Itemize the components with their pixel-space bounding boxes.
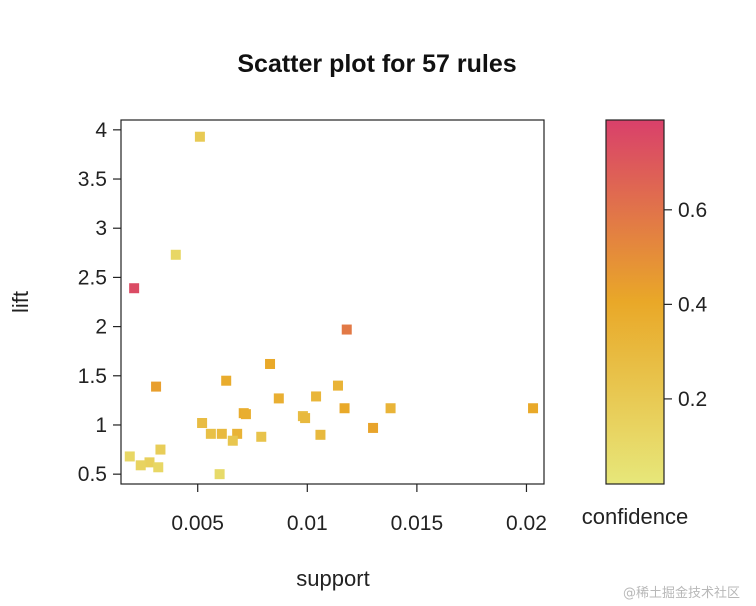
data-point bbox=[315, 429, 326, 440]
data-point bbox=[300, 413, 311, 424]
plot-area bbox=[120, 119, 545, 485]
data-point bbox=[151, 381, 162, 392]
y-tick-label: 1.5 bbox=[78, 365, 107, 388]
data-point bbox=[232, 428, 243, 439]
data-point bbox=[216, 428, 227, 439]
x-tick-label: 0.01 bbox=[287, 512, 328, 535]
y-axis: 0.5 1 1.5 2 2.5 3 3.5 4 bbox=[78, 119, 121, 486]
x-tick-label: 0.02 bbox=[506, 512, 547, 535]
x-axis: 0.005 0.01 0.015 0.02 bbox=[171, 484, 547, 535]
y-tick-label: 2.5 bbox=[78, 266, 107, 289]
color-legend-bar bbox=[605, 119, 665, 485]
y-tick-label: 4 bbox=[95, 119, 107, 142]
data-point bbox=[385, 403, 396, 414]
data-point bbox=[205, 428, 216, 439]
x-tick-label: 0.015 bbox=[391, 512, 444, 535]
legend-tick-label: 0.4 bbox=[678, 293, 708, 316]
y-tick-label: 0.5 bbox=[78, 463, 107, 486]
data-points bbox=[124, 131, 539, 480]
data-point bbox=[221, 375, 232, 386]
y-tick-label: 3 bbox=[95, 217, 107, 240]
color-legend-axis: 0.2 0.4 0.6 bbox=[664, 199, 708, 411]
data-point bbox=[265, 358, 276, 369]
data-point bbox=[129, 283, 140, 294]
data-point bbox=[368, 422, 379, 433]
x-axis-label: support bbox=[296, 566, 369, 591]
data-point bbox=[155, 444, 166, 455]
data-point bbox=[256, 431, 267, 442]
data-point bbox=[227, 435, 238, 446]
data-point bbox=[170, 249, 181, 260]
data-point bbox=[341, 324, 352, 335]
data-point bbox=[214, 469, 225, 480]
x-tick-label: 0.005 bbox=[171, 512, 224, 535]
y-tick-label: 3.5 bbox=[78, 168, 107, 191]
data-point bbox=[124, 451, 135, 462]
data-point bbox=[197, 418, 208, 429]
color-legend-label: confidence bbox=[582, 504, 688, 529]
y-tick-label: 2 bbox=[95, 316, 107, 339]
watermark: @稀土掘金技术社区 bbox=[623, 585, 740, 601]
data-point bbox=[339, 403, 350, 414]
y-tick-label: 1 bbox=[95, 414, 107, 437]
data-point bbox=[135, 460, 146, 471]
data-point bbox=[332, 380, 343, 391]
data-point bbox=[273, 393, 284, 404]
data-point bbox=[528, 403, 539, 414]
y-axis-label: lift bbox=[8, 291, 33, 313]
data-point bbox=[194, 131, 205, 142]
data-point bbox=[153, 462, 164, 473]
legend-tick-label: 0.2 bbox=[678, 388, 707, 411]
data-point bbox=[240, 409, 251, 420]
data-point bbox=[311, 391, 322, 402]
data-point bbox=[144, 457, 155, 468]
chart-title: Scatter plot for 57 rules bbox=[237, 50, 516, 78]
legend-tick-label: 0.6 bbox=[678, 199, 707, 222]
